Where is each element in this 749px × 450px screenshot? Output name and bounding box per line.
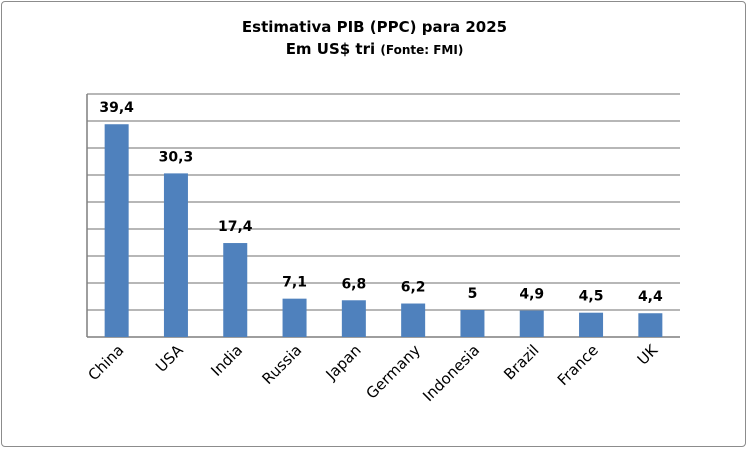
bar-france: [579, 312, 604, 337]
x-tick-label: India: [207, 341, 246, 380]
x-tick-label: Germany: [362, 341, 424, 403]
bar-germany: [401, 303, 426, 337]
chart-title: Estimativa PIB (PPC) para 2025: [241, 18, 508, 36]
x-tick-label: Russia: [259, 341, 306, 388]
x-tick-label: UK: [634, 340, 662, 368]
bar-russia: [282, 298, 307, 337]
x-tick-label: USA: [152, 341, 187, 376]
data-label: 7,1: [282, 275, 307, 291]
chart-source: (Fonte: FMI): [380, 43, 464, 57]
data-label: 4,9: [519, 287, 544, 303]
bar-usa: [163, 173, 188, 337]
x-tick-label: France: [554, 341, 602, 389]
bar-indonesia: [460, 310, 485, 337]
data-label: 6,8: [341, 276, 366, 292]
chart-subtitle: Em US$ tri (Fonte: FMI): [0, 40, 749, 58]
data-label: 4,4: [638, 289, 663, 305]
x-tick-label: Indonesia: [419, 341, 483, 405]
bar-brazil: [519, 310, 544, 337]
bar-uk: [638, 313, 663, 337]
bar-japan: [341, 300, 366, 337]
data-label: 4,5: [579, 289, 604, 305]
data-label: 17,4: [218, 219, 253, 235]
data-label: 6,2: [401, 280, 426, 296]
data-label: 39,4: [99, 100, 134, 116]
chart-subtitle-main: Em US$ tri: [285, 40, 376, 58]
data-label: 30,3: [159, 149, 194, 165]
bar-india: [223, 243, 248, 337]
x-tick-label: Brazil: [500, 341, 542, 383]
bar-china: [104, 124, 129, 338]
x-tick-label: Japan: [322, 341, 365, 384]
x-tick-label: China: [84, 341, 127, 384]
data-label: 5: [468, 286, 478, 302]
